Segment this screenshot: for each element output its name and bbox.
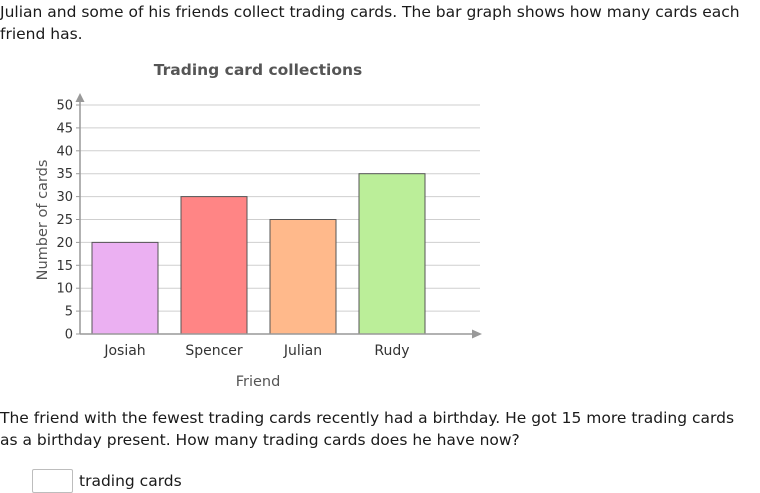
x-tick-label-spencer: Spencer	[185, 343, 243, 359]
y-tick-label-5: 5	[65, 305, 73, 320]
chart-title: Trading card collections	[154, 61, 363, 79]
bar-josiah	[91, 241, 159, 335]
y-tick-label-30: 30	[56, 190, 73, 205]
y-axis-label: Number of cards	[35, 160, 51, 281]
bar-rudy	[358, 173, 426, 335]
y-tick-label-40: 40	[56, 144, 73, 159]
bar-julian	[269, 219, 337, 335]
y-tick-label-35: 35	[56, 167, 73, 182]
y-tick-label-0: 0	[65, 328, 73, 343]
answer-unit-label: trading cards	[79, 471, 182, 490]
x-axis-arrow	[472, 329, 482, 339]
intro-text: Julian and some of his friends collect t…	[0, 3, 740, 43]
y-tick-label-50: 50	[56, 99, 73, 114]
x-axis-label: Friend	[236, 374, 281, 390]
y-axis-arrow	[75, 93, 85, 102]
x-tick-label-julian: Julian	[283, 343, 322, 359]
y-tick-label-20: 20	[56, 236, 73, 251]
answer-row: trading cards	[32, 468, 182, 493]
y-tick-label-25: 25	[56, 213, 73, 228]
question-text: The friend with the fewest trading cards…	[0, 409, 735, 449]
bar-spencer	[180, 196, 248, 335]
y-tick-label-45: 45	[56, 121, 73, 136]
answer-input[interactable]	[32, 468, 73, 493]
x-tick-label-josiah: Josiah	[103, 343, 145, 359]
y-tick-label-10: 10	[56, 282, 73, 297]
bar-chart: Trading card collections 0 5 10 15 20 25 30 35 40…	[35, 61, 482, 390]
y-tick-label-15: 15	[56, 259, 73, 274]
x-tick-label-rudy: Rudy	[374, 343, 409, 359]
